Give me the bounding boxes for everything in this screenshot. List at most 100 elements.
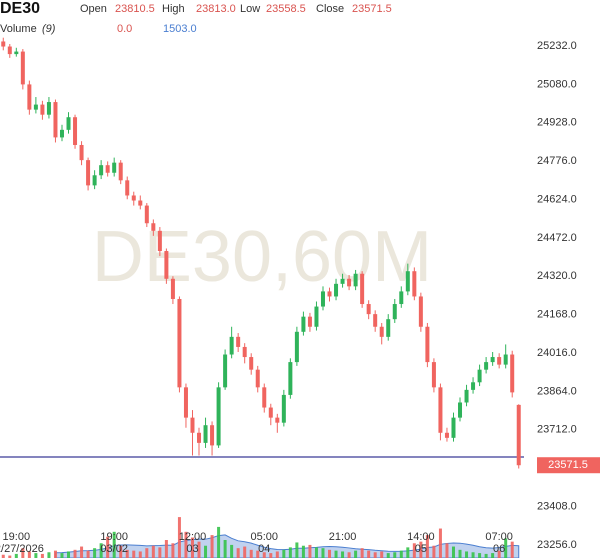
candle-body	[451, 417, 456, 438]
volume-bar	[347, 552, 351, 558]
volume-bar	[510, 541, 514, 558]
volume-bar	[106, 536, 110, 558]
candle-body	[20, 51, 25, 85]
candle-body	[46, 102, 51, 115]
x-date-label: 05	[415, 543, 427, 555]
candle-body	[438, 387, 443, 433]
candle-body	[294, 331, 299, 363]
candle-body	[79, 144, 84, 161]
candle-body	[418, 296, 423, 327]
candle-body	[27, 84, 32, 110]
volume-bar	[171, 543, 175, 558]
volume-bar	[112, 531, 116, 558]
volume-bar	[406, 547, 410, 558]
x-date-label: 02/27/2026	[0, 543, 44, 555]
candle-body	[92, 175, 97, 186]
candle-body	[255, 369, 260, 388]
volume-bar	[399, 550, 403, 558]
candle-body	[281, 394, 286, 423]
volume-bar	[269, 553, 273, 558]
header-label: High	[162, 3, 185, 15]
volume-bar	[27, 551, 31, 558]
y-tick-label: 25232.0	[537, 40, 577, 52]
volume-bar	[425, 535, 429, 558]
plot-area	[0, 37, 524, 558]
candle-body	[464, 389, 469, 403]
volume-bar	[243, 546, 247, 558]
x-date-label: 03	[186, 543, 198, 555]
candle-body	[458, 402, 463, 418]
y-tick-label: 24776.0	[537, 155, 577, 167]
candle-body	[471, 382, 476, 390]
volume-bar	[1, 554, 5, 558]
volume-bar	[132, 550, 136, 558]
candle-body	[320, 291, 325, 307]
x-date-label: 03/02	[100, 543, 128, 555]
volume-bar	[334, 550, 338, 558]
candle-body	[262, 387, 267, 408]
y-tick-label: 23712.0	[537, 424, 577, 436]
volume-bar	[504, 538, 508, 558]
volume-bar	[491, 553, 495, 558]
x-tick-label: 05:00	[250, 531, 278, 543]
candle-body	[164, 251, 169, 279]
candle-body	[431, 362, 436, 388]
candle-body	[334, 283, 339, 297]
price-tag-label: 23571.5	[548, 459, 588, 471]
candle-body	[66, 117, 71, 130]
volume-bar	[73, 549, 77, 558]
y-tick-label: 24168.0	[537, 309, 577, 321]
y-tick-label: 24320.0	[537, 270, 577, 282]
header-value: 23810.5	[115, 3, 155, 15]
volume-bar	[354, 550, 358, 558]
x-tick-label: 19:00	[3, 531, 31, 543]
x-tick-label: 21:00	[329, 531, 357, 543]
candle-body	[151, 223, 156, 231]
volume-bar	[295, 542, 299, 558]
volume-bar	[262, 552, 266, 558]
watermark: DE30,60M	[92, 217, 432, 297]
candle-body	[14, 51, 19, 55]
y-tick-label: 23864.0	[537, 385, 577, 397]
y-tick-label: 25080.0	[537, 78, 577, 90]
volume-bar	[119, 545, 123, 558]
candle-body	[412, 271, 417, 297]
volume-bar	[67, 551, 71, 558]
volume-value: 0.0	[117, 23, 132, 35]
candle-body	[73, 117, 78, 145]
candle-body	[40, 104, 45, 115]
candle-body	[216, 387, 221, 446]
volume-bar	[190, 537, 194, 558]
volume-bar	[197, 541, 201, 558]
volume-label: Volume	[0, 23, 37, 35]
candle-body	[249, 357, 254, 370]
candle-body	[105, 165, 110, 173]
volume-bar	[314, 547, 318, 558]
candle-body	[177, 298, 182, 388]
candle-body	[503, 354, 508, 365]
volume-bar	[236, 548, 240, 558]
x-date-label: 04	[258, 543, 270, 555]
header-value: 23813.0	[196, 3, 236, 15]
candle-body	[366, 304, 371, 315]
volume-bar	[419, 541, 423, 558]
header-value: 23558.5	[266, 3, 306, 15]
volume-bar	[217, 526, 221, 558]
volume-bar	[497, 550, 501, 558]
volume-bar	[53, 550, 57, 558]
volume-bar	[308, 544, 312, 558]
volume-bar	[445, 543, 449, 558]
volume-ma-value: 1503.0	[163, 23, 197, 35]
volume-bar	[21, 548, 25, 558]
candle-body	[314, 306, 319, 327]
volume-bar	[256, 550, 260, 558]
candle-body	[497, 357, 502, 365]
candle-body	[301, 316, 306, 332]
candle-body	[399, 291, 404, 305]
volume-bar	[14, 553, 18, 558]
y-tick-label: 24624.0	[537, 193, 577, 205]
x-tick-label: 07:00	[485, 531, 513, 543]
candle-body	[510, 354, 515, 393]
volume-bar	[432, 545, 436, 558]
